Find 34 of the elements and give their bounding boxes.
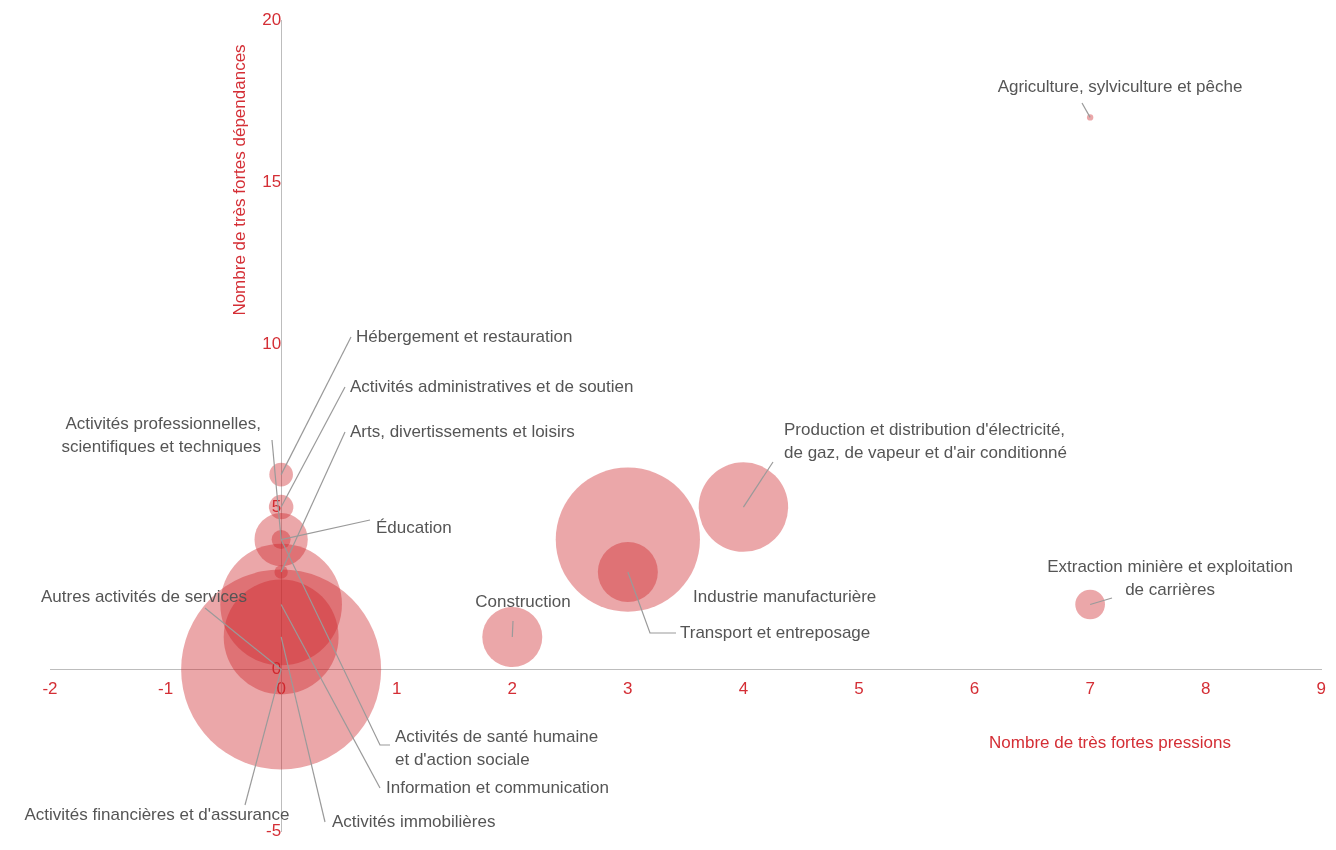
- x-tick-label: 6: [969, 679, 980, 699]
- x-tick-label: 2: [507, 679, 518, 699]
- annotation: Activités de santé humaine et d'action sociale: [395, 726, 599, 769]
- annotation: Extraction minière et exploitation de carrières: [1047, 556, 1293, 599]
- y-tick-label: -5: [266, 821, 282, 841]
- y-tick-label: 0: [271, 659, 282, 679]
- x-tick-label: 7: [1085, 679, 1095, 699]
- annotation: Hébergement et restauration: [356, 326, 573, 346]
- annotation: Activités financières et d'assurance: [24, 804, 290, 824]
- annotation: Information et communication: [386, 777, 609, 797]
- y-tick-label: 20: [262, 9, 282, 29]
- annotation: Éducation: [376, 517, 452, 537]
- annotation: Transport et entreposage: [680, 622, 871, 642]
- annotation: Arts, divertissements et loisirs: [350, 421, 575, 441]
- x-tick-label: 3: [623, 679, 633, 699]
- annotation: Production et distribution d'électricité, de gaz, de vapeur et d'air conditionné: [784, 419, 1067, 462]
- x-tick-label: 5: [854, 679, 864, 699]
- x-tick-label: 1: [391, 679, 402, 699]
- y-tick-label: 15: [262, 172, 282, 192]
- annotation: Activités immobilières: [332, 811, 496, 831]
- annotation: Autres activités de services: [41, 586, 247, 606]
- annotation: Agriculture, sylviculture et pêche: [997, 76, 1243, 96]
- x-tick-label: 4: [738, 679, 749, 699]
- x-tick-label: -1: [158, 679, 174, 699]
- annotation: Activités professionnelles, scientifiques et techniques: [61, 413, 261, 456]
- x-tick-label: -2: [42, 679, 58, 699]
- annotation: Construction: [475, 591, 571, 611]
- x-axis-title: Nombre de très fortes pressions: [989, 732, 1231, 752]
- x-tick-label: 9: [1316, 679, 1327, 699]
- y-axis-title: Nombre de très fortes dépendances: [229, 44, 249, 316]
- y-tick-label: 10: [262, 334, 282, 354]
- annotation: Activités administratives et de soutien: [350, 376, 634, 396]
- x-tick-label: 8: [1200, 679, 1211, 699]
- annotation: Industrie manufacturière: [693, 586, 877, 606]
